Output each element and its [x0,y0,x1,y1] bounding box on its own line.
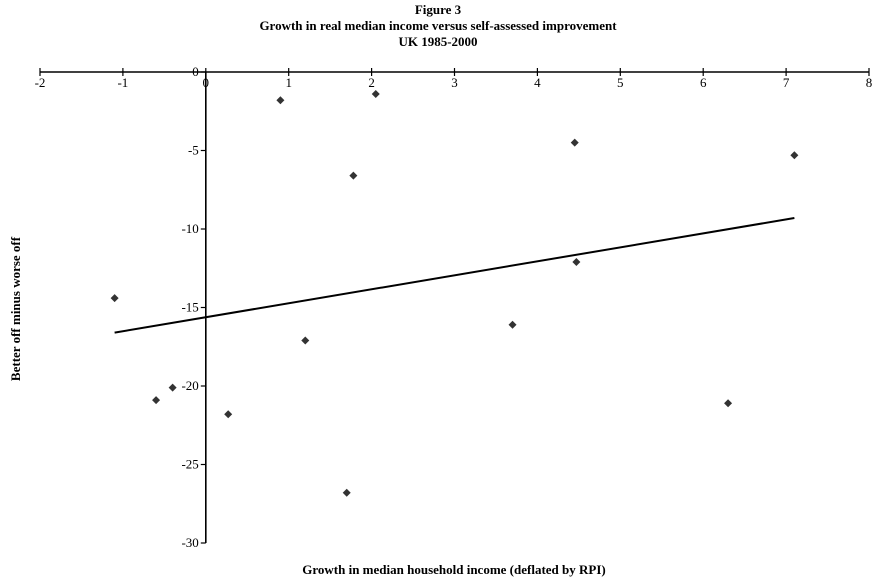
x-tick-label: -2 [35,75,46,90]
y-tick-label: -10 [181,221,198,236]
trendline [114,217,795,334]
data-point [276,96,285,105]
x-tick-label: 4 [534,75,541,90]
data-point [570,138,579,147]
chart-title-line-2: Growth in real median income versus self… [259,18,617,33]
y-tick-label: -25 [181,457,198,472]
axes [40,71,869,543]
x-tick-label: 8 [866,75,873,90]
chart-title-line-1: Figure 3 [414,2,462,17]
data-point [572,257,581,266]
y-tick-label: 0 [192,64,199,79]
y-tick-label: -20 [181,378,198,393]
x-tick-label: 7 [783,75,790,90]
y-tick-label: -30 [181,535,198,550]
y-axis-ticks: 0 -5 -10 -15 -20 -25 -30 [181,64,206,550]
x-tick-label: 1 [285,75,292,90]
data-point [224,410,233,419]
trendline-group [114,217,795,334]
x-axis-title: Growth in median household income (defla… [302,562,605,577]
x-axis-ticks: -2 -1 0 1 2 3 4 5 6 7 8 [35,68,873,90]
data-point [508,320,517,329]
y-tick-label: -5 [188,143,199,158]
data-point [790,151,799,160]
data-point [110,294,119,303]
data-point [724,399,733,408]
x-tick-label: -1 [117,75,128,90]
x-tick-label: 6 [700,75,707,90]
data-points [110,89,799,497]
y-axis-title: Better off minus worse off [8,236,23,381]
x-tick-label: 5 [617,75,624,90]
data-point [301,336,310,345]
x-tick-label: 2 [368,75,375,90]
data-point [349,171,358,180]
chart-title-line-3: UK 1985-2000 [398,34,478,49]
x-tick-label: 3 [451,75,458,90]
data-point [342,488,351,497]
data-point [168,383,177,392]
data-point [152,396,161,405]
y-tick-label: -15 [181,300,198,315]
x-tick-label: 0 [203,75,210,90]
data-point [371,89,380,98]
